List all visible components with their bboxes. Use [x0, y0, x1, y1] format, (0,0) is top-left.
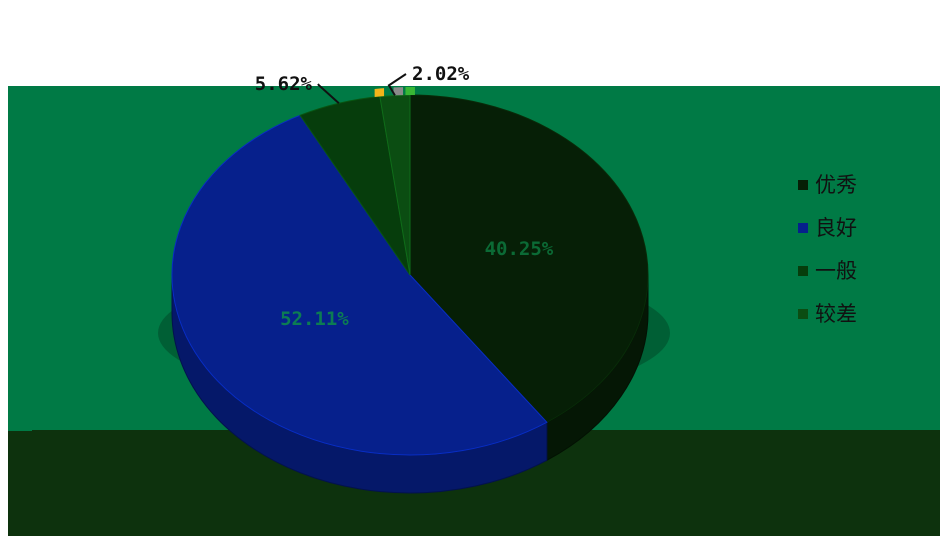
legend-swatch-4 — [798, 309, 808, 319]
legend-label-4: 较差 — [815, 302, 857, 326]
pie-accent-2 — [393, 87, 404, 96]
pie-labels: 40.25% 52.11% 5.62% 2.02% — [255, 63, 554, 330]
legend-label-2: 良好 — [815, 216, 857, 240]
pie-accent-3 — [405, 87, 415, 96]
background-top-right-band — [430, 86, 940, 94]
pie-top — [171, 87, 649, 456]
data-label-4: 2.02% — [412, 63, 470, 85]
pie-slice-1 — [409, 94, 649, 423]
pie-accent-1 — [374, 88, 385, 97]
leader-line-3 — [317, 83, 340, 104]
legend-swatch-1 — [798, 180, 808, 190]
legend-swatch-3 — [798, 266, 808, 276]
leader-line-4 — [387, 73, 407, 96]
data-label-2: 52.11% — [280, 308, 349, 330]
data-label-3: 5.62% — [255, 73, 313, 95]
legend-swatch-2 — [798, 223, 808, 233]
data-label-1: 40.25% — [485, 238, 554, 260]
pie-slice-2 — [171, 114, 548, 456]
legend-label-1: 优秀 — [815, 173, 857, 197]
legend-label-3: 一般 — [815, 259, 857, 283]
background-left-mid — [8, 104, 32, 431]
